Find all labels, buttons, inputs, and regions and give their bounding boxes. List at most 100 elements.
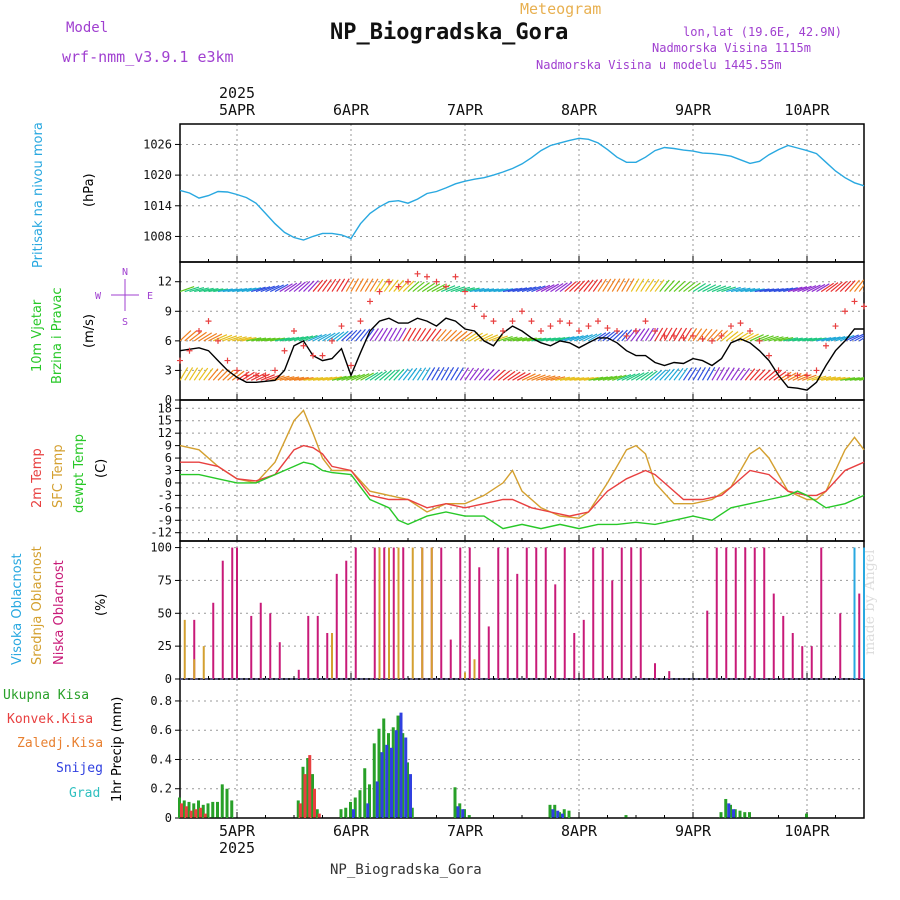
wind-barb: [478, 333, 494, 342]
wind-barb: [483, 368, 495, 381]
wind-barb: [388, 369, 401, 381]
cloud-bar: [316, 615, 319, 679]
wind-barb: [778, 287, 794, 293]
wind-barb: [364, 278, 374, 292]
wind-barb: [749, 368, 761, 381]
wind-barb: [355, 373, 370, 381]
cloud-bar: [544, 547, 547, 679]
gust-marker: [519, 308, 525, 315]
precip-bar: [561, 813, 564, 818]
wind-barb: [227, 335, 242, 342]
wind-barb: [597, 278, 607, 292]
panel-frame: [179, 540, 865, 680]
wind-barb: [863, 290, 864, 292]
precip-bar: [308, 755, 312, 818]
total-precip-label: Ukupna Kisa: [3, 688, 90, 703]
wind-barb: [435, 366, 445, 381]
wind-barb: [740, 367, 751, 381]
wind-barb: [550, 376, 566, 381]
cloud-bar: [563, 547, 566, 679]
cloud-bar: [782, 615, 785, 679]
wind-barb: [635, 278, 645, 292]
wind-barb: [816, 376, 832, 381]
wind-barb: [863, 340, 864, 341]
wind-barb: [744, 333, 759, 342]
precip-bar: [562, 809, 566, 818]
gust-marker: [338, 323, 345, 330]
wind-barb: [858, 337, 864, 342]
wind-barb: [825, 282, 839, 293]
gust-marker: [813, 367, 820, 374]
precip-bar: [178, 797, 181, 818]
panel-frame: [179, 678, 865, 819]
wind-barb: [507, 336, 523, 342]
wind-barb: [730, 331, 744, 342]
precip-bar: [748, 812, 751, 818]
wind-barb: [217, 334, 233, 342]
wind-barb: [416, 367, 427, 381]
precip-bar: [372, 743, 376, 818]
wind-barb: [212, 368, 224, 381]
wind-barb: [345, 278, 355, 292]
gust-marker: [794, 372, 801, 379]
wind-barb: [184, 286, 200, 293]
wind-barb: [654, 369, 667, 381]
model-elevation-label: Nadmorska Visina u modelu 1445.55m: [536, 58, 782, 72]
compass-west: W: [95, 291, 102, 302]
wind-barb: [730, 367, 740, 381]
wind-barb: [502, 287, 518, 293]
wind-barb: [360, 328, 371, 342]
wind-barb: [322, 279, 332, 292]
y-tick-label: 12: [158, 275, 172, 289]
wind-barb: [436, 329, 447, 342]
wind-barb: [383, 327, 393, 342]
cloud-bar: [473, 659, 476, 679]
cloud-bar: [620, 547, 623, 679]
y-tick-label: 50: [158, 606, 172, 620]
dewpoint-line: [180, 461, 865, 530]
y-tick-label: 1014: [143, 199, 172, 213]
wind-barb: [663, 327, 673, 342]
precip-bar: [363, 768, 367, 818]
wind-barb: [184, 330, 197, 342]
gust-marker: [452, 273, 459, 280]
cloud-bar: [331, 633, 333, 679]
wind-barb: [692, 367, 702, 381]
precip-bar: [301, 766, 305, 818]
wind-barb: [274, 283, 289, 293]
wind-barb: [583, 279, 594, 292]
wind-barb: [564, 335, 580, 342]
y-tick-label: 18: [158, 401, 172, 415]
wind-barb: [825, 336, 841, 342]
x-top-tick-label: 7APR: [447, 101, 484, 119]
y-tick-label: 75: [158, 573, 172, 587]
wind-barb: [289, 336, 304, 342]
wind-barb: [640, 278, 650, 292]
wind-barb: [369, 278, 379, 292]
y-tick-label: 1008: [143, 229, 172, 243]
wind-barb: [397, 327, 407, 342]
precip-bar: [463, 809, 466, 818]
gust-marker: [614, 328, 620, 334]
wind-barb: [692, 328, 703, 342]
wind-barb: [569, 280, 581, 293]
wind-barb: [493, 335, 508, 342]
wind-barb: [260, 285, 275, 293]
wind-barb: [654, 279, 665, 292]
precip-bar: [303, 774, 307, 818]
precip-bar: [743, 812, 747, 818]
wind-barb: [607, 375, 622, 381]
gust-marker: [680, 334, 687, 341]
x-bottom-tick-label: 5APR: [219, 822, 256, 840]
wind-barb: [531, 374, 546, 381]
wind-barb: [849, 377, 864, 381]
wind-barb: [217, 369, 229, 381]
wind-barb: [317, 376, 333, 381]
wind-barb: [450, 330, 463, 342]
cloud-bar: [535, 547, 538, 679]
gust-marker: [585, 323, 592, 330]
wind-barb: [421, 367, 431, 381]
wind-barb: [469, 332, 483, 342]
wind-barb: [668, 327, 678, 342]
wind-barb: [545, 283, 560, 293]
